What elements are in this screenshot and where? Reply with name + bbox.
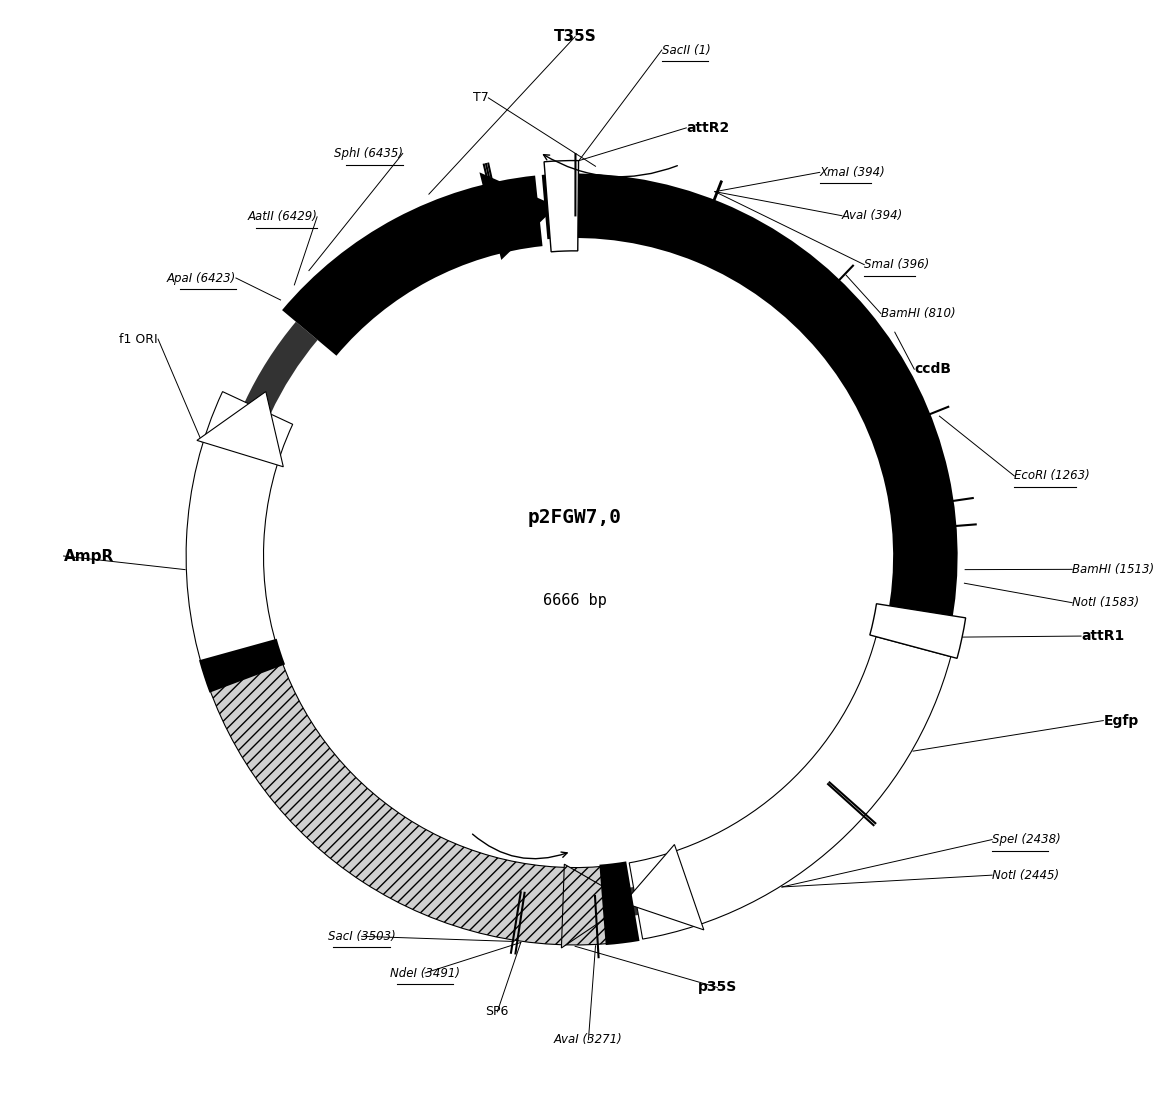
Text: XmaI (394): XmaI (394)	[819, 166, 886, 179]
Text: AmpR: AmpR	[64, 548, 114, 564]
Text: ApaI (6423): ApaI (6423)	[166, 271, 236, 285]
Wedge shape	[199, 638, 285, 693]
Text: AvaI (394): AvaI (394)	[842, 209, 903, 222]
Polygon shape	[480, 172, 556, 260]
Text: attR2: attR2	[687, 121, 730, 135]
Text: AvaI (3271): AvaI (3271)	[554, 1033, 623, 1046]
Polygon shape	[624, 844, 704, 930]
Text: BamHI (810): BamHI (810)	[881, 307, 956, 320]
Text: T7: T7	[473, 91, 489, 105]
Text: SpeI (2438): SpeI (2438)	[992, 833, 1060, 846]
Wedge shape	[599, 862, 639, 945]
Text: p35S: p35S	[697, 981, 737, 994]
Text: NdeI (3491): NdeI (3491)	[390, 966, 460, 980]
Text: BamHI (1513): BamHI (1513)	[1072, 563, 1155, 576]
Text: Egfp: Egfp	[1103, 714, 1138, 727]
Wedge shape	[282, 176, 542, 356]
Text: SP6: SP6	[485, 1005, 509, 1019]
Text: SacI (3503): SacI (3503)	[328, 930, 396, 943]
Wedge shape	[186, 391, 292, 689]
Text: NotI (1583): NotI (1583)	[1072, 596, 1140, 609]
Text: NotI (2445): NotI (2445)	[992, 868, 1059, 882]
Wedge shape	[211, 321, 318, 681]
Text: AatII (6429): AatII (6429)	[247, 210, 317, 224]
Text: ccdB: ccdB	[914, 363, 951, 376]
Text: SacII (1): SacII (1)	[662, 43, 710, 57]
Wedge shape	[544, 160, 579, 251]
Text: EcoRI (1263): EcoRI (1263)	[1014, 469, 1090, 483]
Wedge shape	[541, 173, 958, 655]
Text: p2FGW7,0: p2FGW7,0	[528, 507, 622, 527]
Text: T35S: T35S	[554, 29, 596, 44]
Wedge shape	[870, 604, 966, 658]
Text: SphI (6435): SphI (6435)	[334, 147, 403, 160]
Wedge shape	[223, 643, 638, 921]
Text: 6666 bp: 6666 bp	[544, 593, 608, 608]
Wedge shape	[630, 637, 951, 939]
Text: f1 ORI: f1 ORI	[120, 332, 158, 346]
Text: SmaI (396): SmaI (396)	[864, 258, 930, 271]
Text: attR1: attR1	[1081, 629, 1124, 643]
Polygon shape	[561, 864, 630, 947]
Polygon shape	[197, 391, 283, 467]
Wedge shape	[203, 647, 623, 945]
